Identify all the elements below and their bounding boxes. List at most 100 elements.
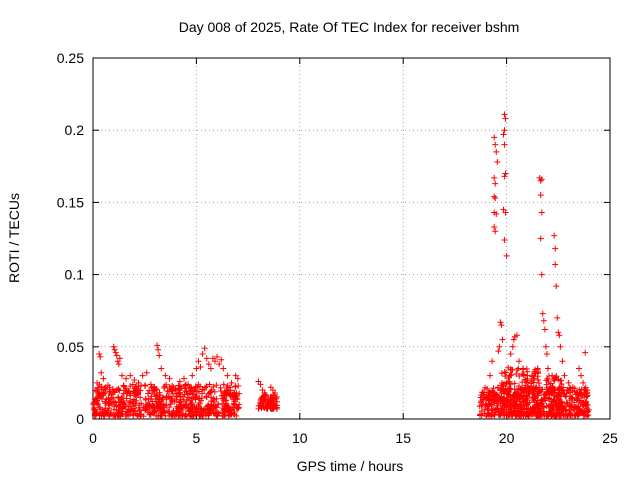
data-point xyxy=(537,192,544,199)
data-point xyxy=(578,397,585,404)
data-point xyxy=(176,403,183,410)
data-point xyxy=(92,387,99,394)
data-point xyxy=(484,385,491,392)
data-point xyxy=(204,405,211,412)
data-point xyxy=(522,382,529,389)
data-point xyxy=(93,397,100,404)
data-point xyxy=(137,412,144,419)
data-point xyxy=(187,384,194,391)
data-point xyxy=(571,388,578,395)
data-point xyxy=(522,395,529,402)
data-point xyxy=(584,407,591,414)
data-point xyxy=(207,365,214,372)
data-point xyxy=(496,343,503,350)
data-point xyxy=(517,392,524,399)
data-point xyxy=(495,348,502,355)
data-point xyxy=(207,388,214,395)
data-point xyxy=(214,353,221,360)
data-point xyxy=(558,381,565,387)
data-point xyxy=(165,393,172,400)
data-point xyxy=(199,390,206,397)
data-point xyxy=(550,376,557,383)
data-point xyxy=(201,345,208,352)
data-point xyxy=(489,358,496,365)
data-point xyxy=(263,405,270,412)
data-point xyxy=(155,346,162,353)
data-point xyxy=(216,361,223,368)
data-point xyxy=(543,351,550,358)
x-tick-label: 20 xyxy=(499,430,515,446)
data-point xyxy=(195,388,202,395)
data-point xyxy=(535,405,542,412)
y-tick-label: 0 xyxy=(76,411,84,427)
data-point xyxy=(224,372,231,379)
data-point xyxy=(175,405,182,412)
data-point xyxy=(507,381,514,388)
data-point xyxy=(146,401,153,408)
data-point xyxy=(477,412,484,419)
data-point xyxy=(132,392,139,399)
data-point xyxy=(205,361,212,368)
y-axis-ticks: 0 0.05 0.1 0.15 0.2 0.25 xyxy=(57,50,610,427)
data-point xyxy=(161,385,168,392)
data-point xyxy=(100,375,107,382)
data-point xyxy=(498,393,505,400)
data-point xyxy=(212,403,219,410)
data-point xyxy=(476,403,483,410)
data-point xyxy=(228,379,235,386)
data-point xyxy=(558,398,565,405)
data-point xyxy=(162,372,169,379)
data-point xyxy=(480,391,487,398)
data-point xyxy=(529,394,536,401)
data-point xyxy=(502,373,509,380)
data-point xyxy=(138,400,145,407)
data-point xyxy=(508,411,515,418)
data-point xyxy=(555,329,562,336)
data-point xyxy=(271,402,278,409)
data-point xyxy=(501,173,508,180)
x-tick-label: 15 xyxy=(395,430,411,446)
data-point xyxy=(142,396,149,403)
data-point xyxy=(575,365,582,372)
data-point xyxy=(128,403,135,410)
data-point xyxy=(126,398,133,405)
data-point xyxy=(123,375,130,382)
data-point xyxy=(97,353,104,360)
data-point xyxy=(558,387,565,394)
data-point xyxy=(519,406,526,413)
data-point xyxy=(512,410,519,417)
data-point xyxy=(271,390,278,397)
data-point xyxy=(535,380,542,387)
data-point xyxy=(582,349,589,356)
data-point xyxy=(549,372,556,379)
data-point xyxy=(117,401,124,408)
data-point xyxy=(535,392,542,399)
data-point xyxy=(204,410,211,417)
data-point xyxy=(181,383,188,390)
data-point xyxy=(193,365,200,372)
data-point xyxy=(487,389,494,396)
data-point xyxy=(541,326,548,333)
data-point xyxy=(179,412,186,419)
data-point xyxy=(501,127,508,134)
data-point xyxy=(554,314,561,321)
data-point xyxy=(520,413,527,420)
data-point xyxy=(516,358,523,365)
data-point xyxy=(543,403,550,410)
data-point xyxy=(505,387,512,394)
data-point xyxy=(178,384,185,391)
data-point xyxy=(118,372,125,379)
data-point xyxy=(161,409,168,416)
data-point xyxy=(259,393,266,400)
data-point xyxy=(534,365,541,372)
data-point xyxy=(183,396,190,403)
data-point xyxy=(199,351,206,358)
data-point xyxy=(491,412,498,419)
data-point xyxy=(501,141,508,148)
data-point xyxy=(530,405,537,412)
data-point xyxy=(486,411,493,418)
data-point xyxy=(559,387,566,394)
data-point xyxy=(503,406,510,413)
data-point xyxy=(502,115,509,122)
data-point xyxy=(513,394,520,401)
